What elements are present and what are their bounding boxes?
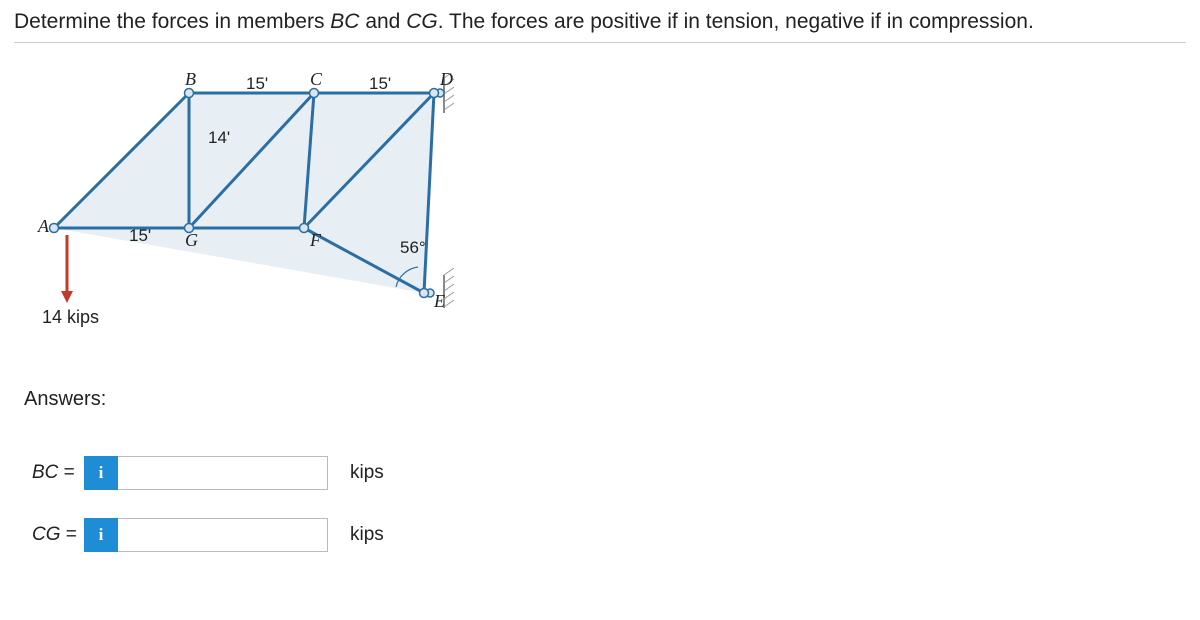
q-member2: CG (406, 10, 438, 33)
q-member1: BC (330, 10, 359, 33)
svg-text:14 kips: 14 kips (42, 307, 99, 327)
info-icon[interactable]: i (84, 456, 118, 490)
svg-text:15': 15' (129, 226, 151, 245)
divider (14, 42, 1186, 43)
svg-text:14': 14' (208, 128, 230, 147)
unit-label: kips (350, 462, 384, 484)
answer-label: BC = (32, 462, 84, 484)
svg-text:15': 15' (369, 74, 391, 93)
truss-svg: A B C D G F E 15' 15' 14' 15' 56° 14 kips (24, 73, 454, 343)
svg-text:C: C (310, 73, 323, 89)
info-icon[interactable]: i (84, 518, 118, 552)
answer-input-cg[interactable] (118, 518, 328, 552)
answer-row: CG =i kips (32, 518, 1186, 552)
q-mid: and (359, 10, 406, 33)
unit-label: kips (350, 524, 384, 546)
svg-text:F: F (309, 230, 322, 250)
question-text: Determine the forces in members BC and C… (14, 10, 1186, 34)
q-prefix: Determine the forces in members (14, 10, 330, 33)
truss-diagram: A B C D G F E 15' 15' 14' 15' 56° 14 kips (24, 73, 1186, 348)
answers-heading: Answers: (24, 388, 1186, 411)
svg-text:B: B (185, 73, 196, 89)
svg-text:15': 15' (246, 74, 268, 93)
svg-text:56°: 56° (400, 238, 426, 257)
svg-text:D: D (439, 73, 453, 89)
q-suffix: . The forces are positive if in tension,… (438, 10, 1034, 33)
svg-text:G: G (185, 230, 198, 250)
answer-input-bc[interactable] (118, 456, 328, 490)
svg-text:A: A (37, 216, 50, 236)
answer-label: CG = (32, 524, 84, 546)
input-group: i (84, 518, 328, 552)
input-group: i (84, 456, 328, 490)
svg-text:E: E (433, 291, 445, 311)
answer-row: BC =i kips (32, 456, 1186, 490)
